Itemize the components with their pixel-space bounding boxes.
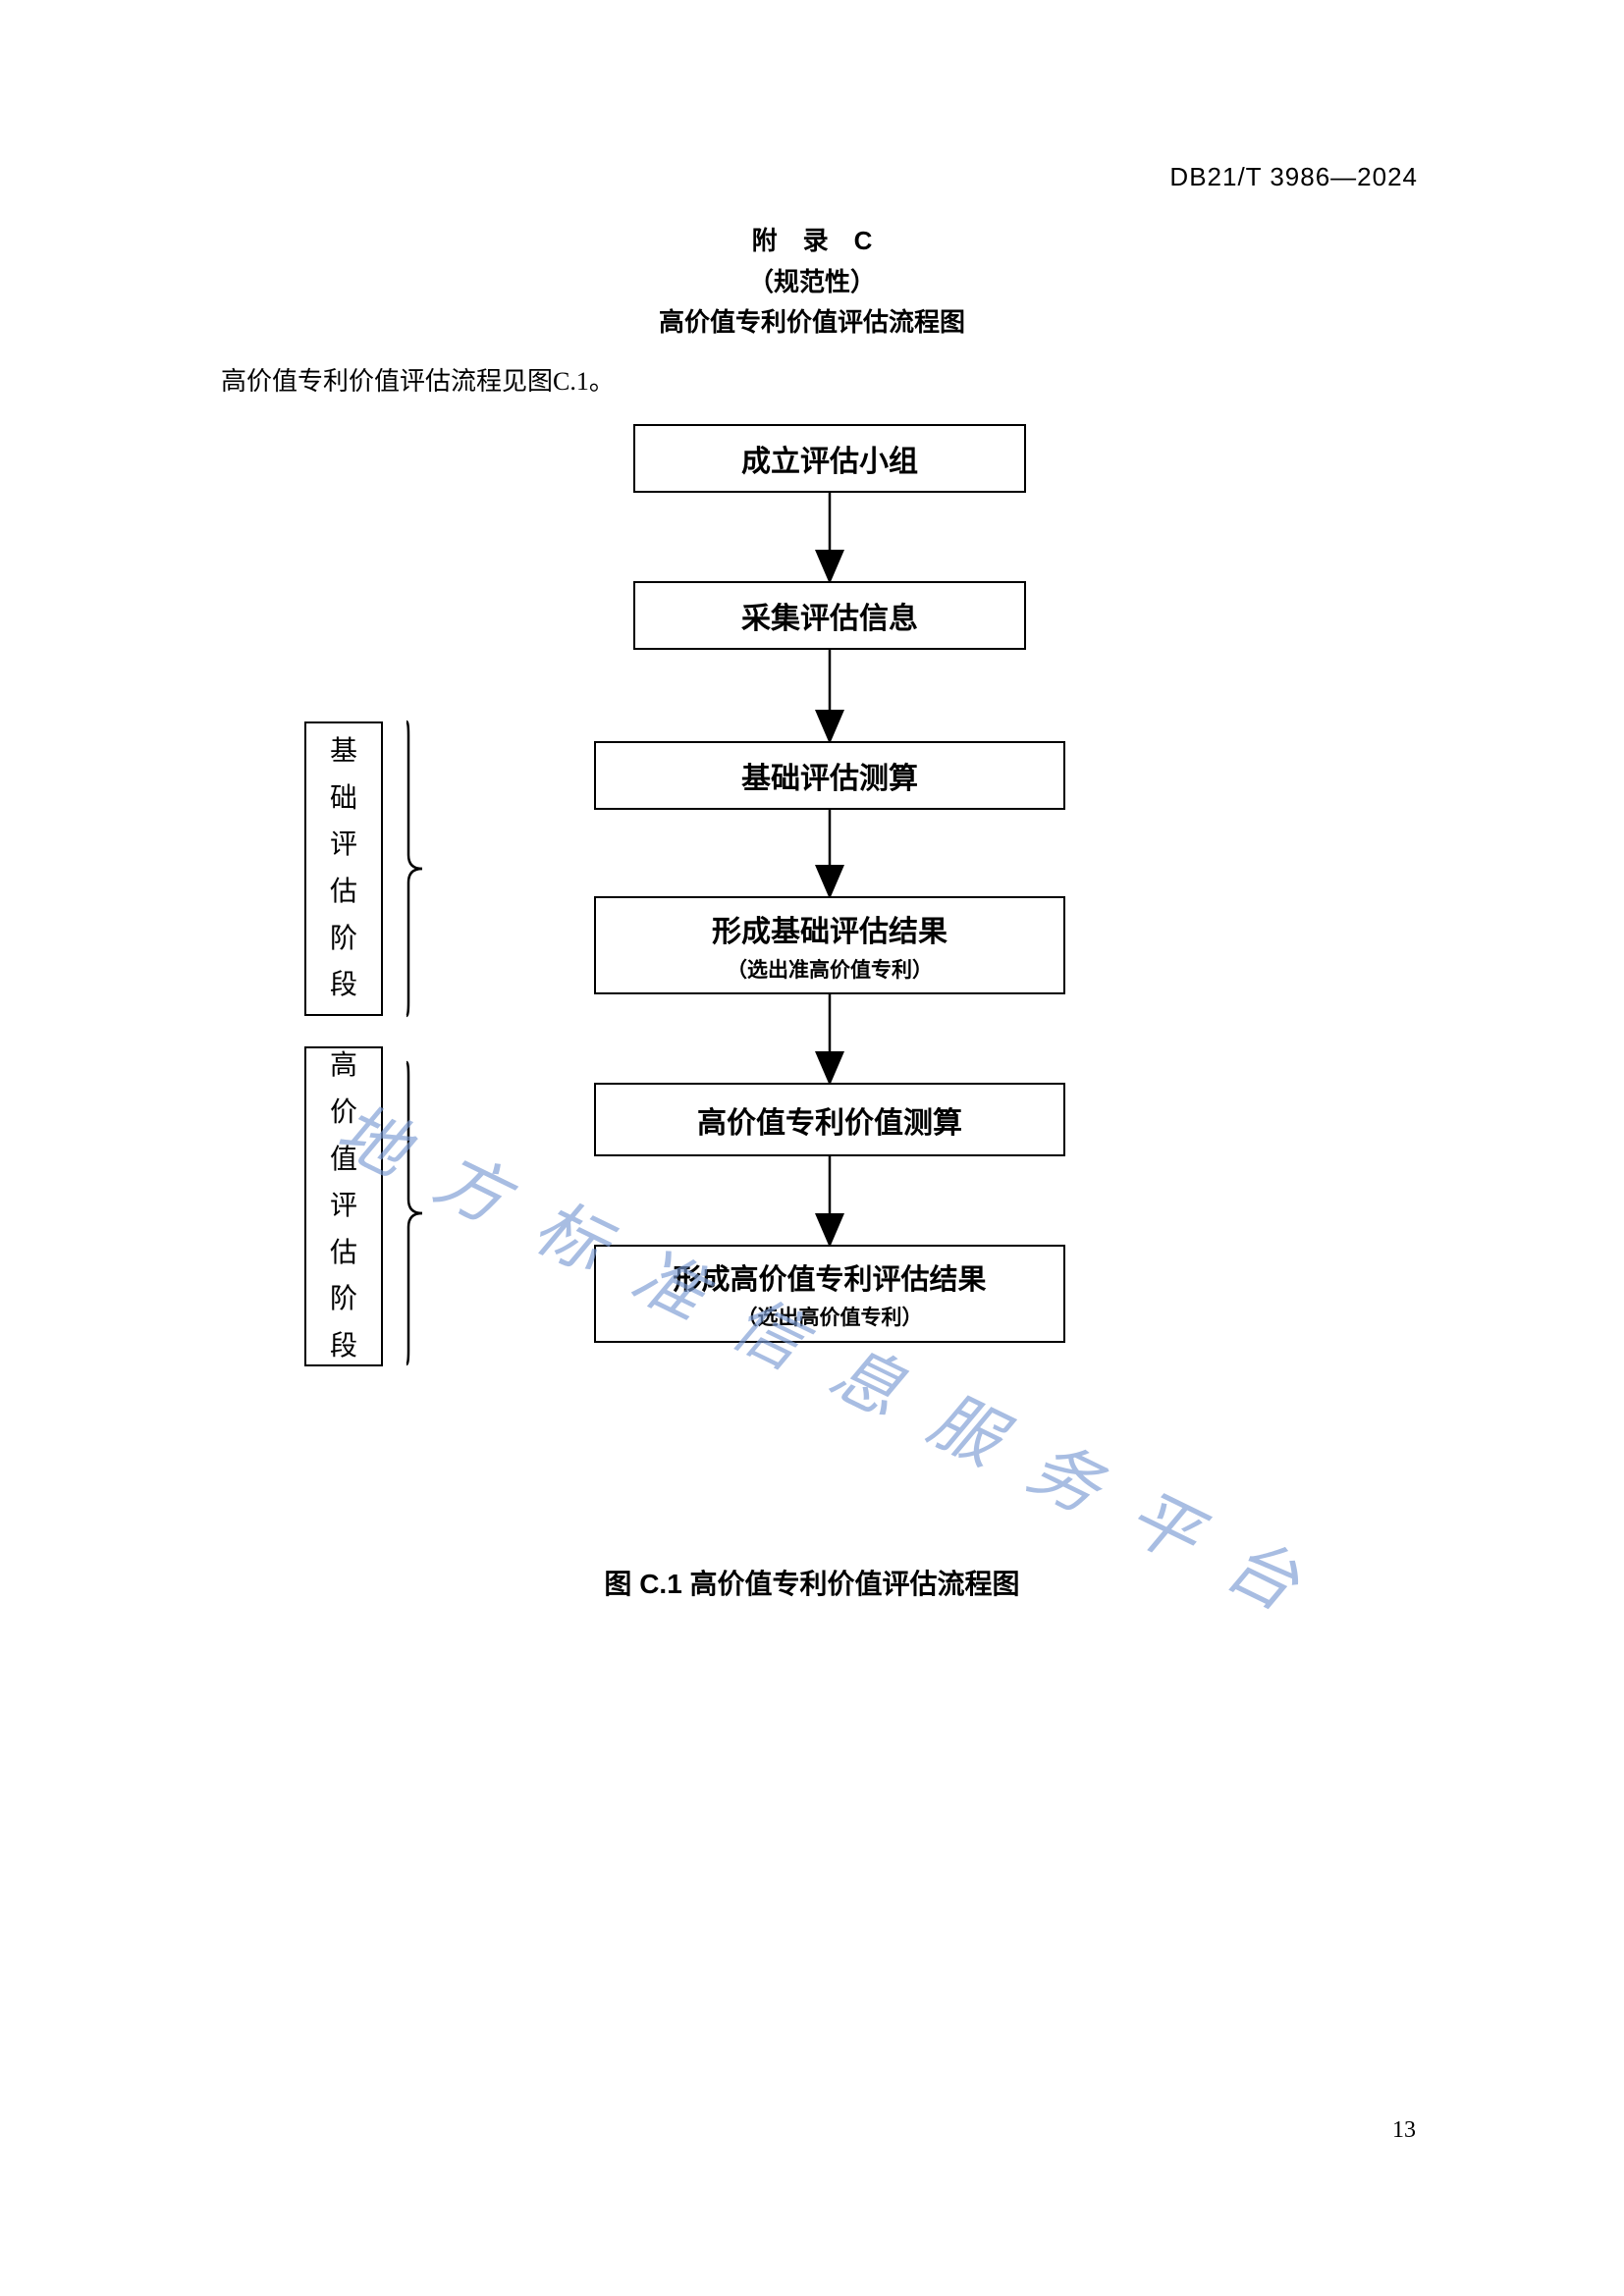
phase-char: 评 — [330, 1183, 357, 1230]
phase-char: 值 — [330, 1137, 357, 1184]
phase-box-p1: 基础评估阶段 — [304, 721, 383, 1016]
phase-char: 高 — [330, 1042, 357, 1090]
phase-char: 估 — [330, 869, 357, 916]
flow-node-sublabel: （选出高价值专利） — [737, 1302, 923, 1331]
flow-node-n5: 高价值专利价值测算 — [594, 1083, 1065, 1156]
flow-node-label: 成立评估小组 — [741, 437, 918, 480]
flow-node-label: 高价值专利价值测算 — [697, 1098, 962, 1142]
flow-node-n2: 采集评估信息 — [633, 581, 1026, 650]
figure-caption: 图 C.1 高价值专利价值评估流程图 — [0, 1563, 1624, 1602]
phase-char: 基 — [330, 728, 357, 775]
document-page: DB21/T 3986—2024 附 录 C （规范性） 高价值专利价值评估流程… — [0, 0, 1624, 2296]
phase-char: 评 — [330, 822, 357, 869]
flow-node-sublabel: （选出准高价值专利） — [727, 954, 933, 984]
flow-node-n6: 形成高价值专利评估结果 （选出高价值专利） — [594, 1245, 1065, 1343]
appendix-title: 附 录 C （规范性） 高价值专利价值评估流程图 — [0, 221, 1624, 344]
phase-char: 础 — [330, 775, 357, 823]
page-number: 13 — [1392, 2117, 1416, 2144]
flow-node-label: 形成高价值专利评估结果 — [673, 1256, 986, 1298]
phase-char: 阶 — [330, 1276, 357, 1323]
phase-box-p2: 高价值评估阶段 — [304, 1046, 383, 1366]
intro-text: 高价值专利价值评估流程见图C.1。 — [221, 361, 615, 398]
title-line-3: 高价值专利价值评估流程图 — [0, 302, 1624, 344]
flowchart: 成立评估小组采集评估信息基础评估测算形成基础评估结果 （选出准高价值专利） 高价值专… — [196, 402, 1375, 1580]
phase-char: 估 — [330, 1230, 357, 1277]
flow-node-n3: 基础评估测算 — [594, 741, 1065, 810]
phase-char: 价 — [330, 1090, 357, 1137]
phase-char: 段 — [330, 1323, 357, 1370]
title-line-2: （规范性） — [0, 262, 1624, 303]
phase-char: 段 — [330, 962, 357, 1009]
flow-node-n1: 成立评估小组 — [633, 424, 1026, 493]
standard-code: DB21/T 3986—2024 — [1169, 162, 1418, 192]
phase-char: 阶 — [330, 916, 357, 963]
flow-node-label: 采集评估信息 — [741, 594, 918, 637]
flow-node-n4: 形成基础评估结果 （选出准高价值专利） — [594, 896, 1065, 994]
flow-node-label: 基础评估测算 — [741, 754, 918, 797]
flow-node-label: 形成基础评估结果 — [712, 907, 947, 950]
title-line-1: 附 录 C — [0, 221, 1624, 262]
